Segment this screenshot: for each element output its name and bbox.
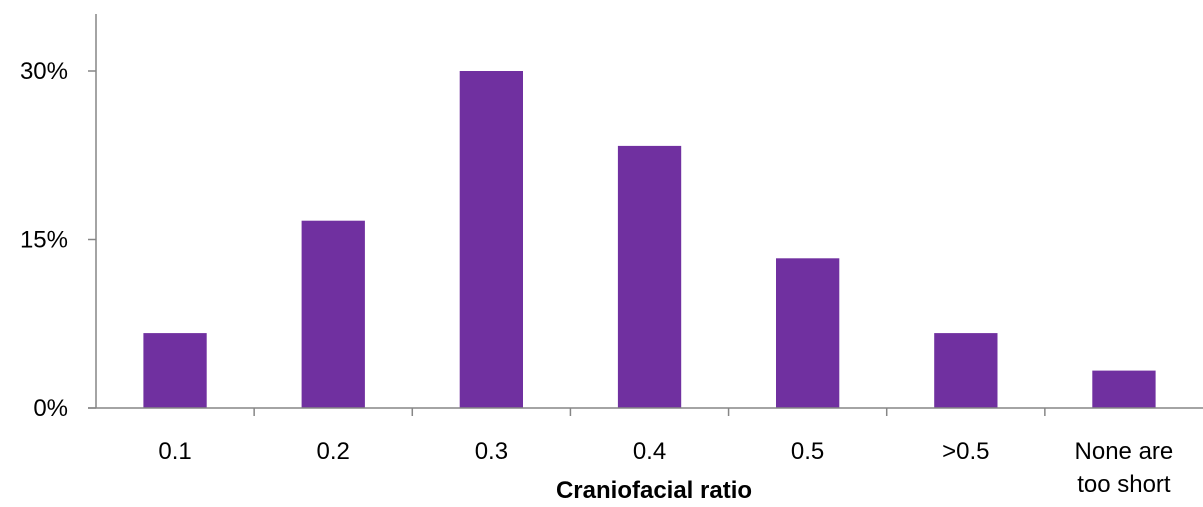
x-tick-label: None are too short <box>1075 438 1174 498</box>
axes <box>88 14 1203 416</box>
bar <box>776 258 840 408</box>
tick-labels: 0% 15% 30% 0.1 0.2 0.3 0.4 0.5 >0.5 None are too s… <box>20 58 1173 498</box>
bar <box>934 333 998 408</box>
x-tick-label: 0.2 <box>317 438 350 465</box>
x-tick-label: >0.5 <box>942 438 989 465</box>
x-tick-label: 0.1 <box>158 438 191 465</box>
x-axis-title: Craniofacial ratio <box>556 477 752 504</box>
y-tick-label: 0% <box>33 395 68 422</box>
bar <box>301 220 365 408</box>
y-tick-label: 15% <box>20 227 68 254</box>
bar <box>1092 370 1156 408</box>
y-tick-label: 30% <box>20 58 68 85</box>
bar <box>459 71 523 408</box>
bar <box>143 333 207 408</box>
x-tick-label: 0.4 <box>633 438 666 465</box>
x-tick-label: 0.5 <box>791 438 824 465</box>
bars <box>143 71 1156 408</box>
x-tick-label: 0.3 <box>475 438 508 465</box>
bar <box>617 145 682 408</box>
